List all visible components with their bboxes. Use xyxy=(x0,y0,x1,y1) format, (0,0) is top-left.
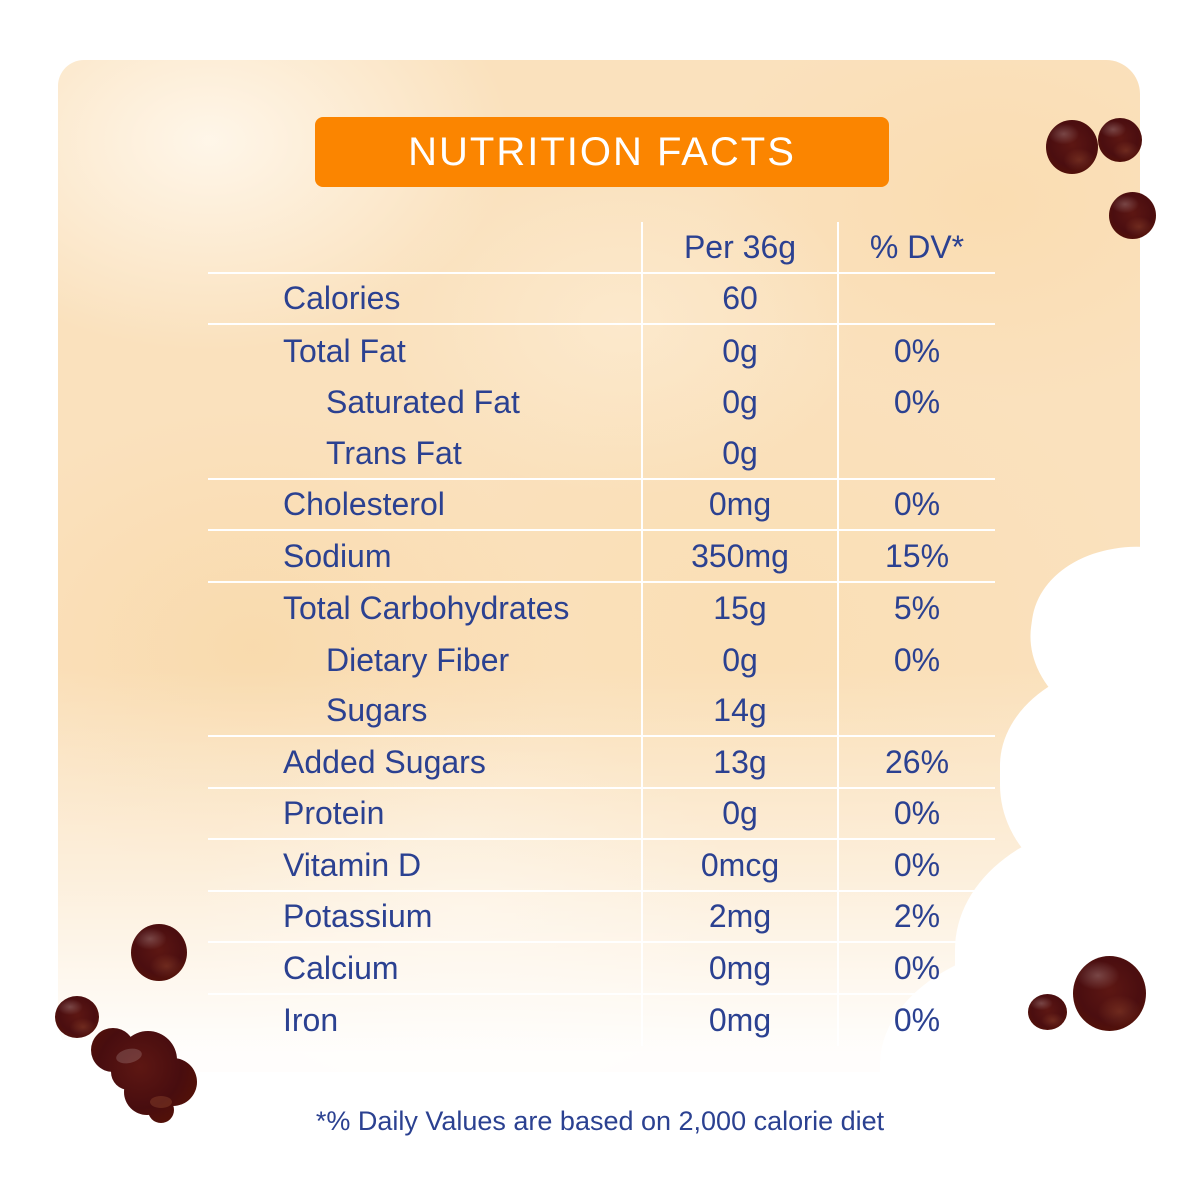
table-row: Calcium 0mg 0% xyxy=(208,943,995,995)
nutrient-dv: 0% xyxy=(837,376,995,428)
wash-carve xyxy=(880,940,1200,1180)
table-row: Total Carbohydrates 15g 5% xyxy=(208,582,995,634)
nutrient-dv: 2% xyxy=(837,891,995,941)
nutrient-amount: 0g xyxy=(641,634,837,686)
nutrient-dv: 0% xyxy=(837,840,995,890)
nutrient-dv: 0% xyxy=(837,994,995,1046)
watercolor-wash xyxy=(58,60,1140,1072)
nutrient-label: Sodium xyxy=(283,537,392,574)
nutrient-dv: 0% xyxy=(837,788,995,838)
nutrient-label: Calories xyxy=(283,280,401,317)
column-header-dv: % DV* xyxy=(837,222,995,272)
table-row: Calories 60 xyxy=(208,273,995,325)
column-header-amount: Per 36g xyxy=(641,222,837,272)
footnote: *% Daily Values are based on 2,000 calor… xyxy=(315,1106,885,1136)
sauce-drop xyxy=(55,996,99,1038)
nutrient-label: Potassium xyxy=(283,898,433,935)
nutrition-table: Per 36g % DV* Calories 60 Total Fat 0g 0… xyxy=(208,222,995,1046)
nutrient-amount: 0mcg xyxy=(641,840,837,890)
nutrient-dv: 0% xyxy=(837,479,995,529)
nutrient-label: Total Carbohydrates xyxy=(283,590,570,627)
nutrient-amount: 350mg xyxy=(641,531,837,581)
table-row: Iron 0mg 0% xyxy=(208,994,995,1046)
table-header-row: Per 36g % DV* xyxy=(208,222,995,274)
nutrient-label: Saturated Fat xyxy=(326,384,520,421)
table-row: Sodium 350mg 15% xyxy=(208,531,995,583)
sauce-splatter xyxy=(91,1028,197,1123)
nutrient-amount: 2mg xyxy=(641,891,837,941)
nutrient-amount: 0g xyxy=(641,376,837,428)
nutrient-label: Cholesterol xyxy=(283,486,445,523)
nutrient-label: Sugars xyxy=(326,692,428,729)
table-body: Calories 60 Total Fat 0g 0% Saturated Fa… xyxy=(208,273,995,1046)
nutrient-dv: 0% xyxy=(837,325,995,377)
sauce-drop xyxy=(1073,956,1146,1031)
nutrient-dv: 5% xyxy=(837,582,995,634)
sauce-drop xyxy=(1028,994,1067,1030)
table-row: Vitamin D 0mcg 0% xyxy=(208,840,995,892)
nutrient-dv: 26% xyxy=(837,737,995,787)
title-banner: NUTRITION FACTS xyxy=(315,117,889,187)
nutrient-dv: 0% xyxy=(837,943,995,993)
nutrient-dv xyxy=(837,273,995,323)
table-row: Protein 0g 0% xyxy=(208,788,995,840)
sauce-drop xyxy=(1046,120,1098,174)
nutrient-label: Calcium xyxy=(283,949,399,986)
nutrient-dv: 15% xyxy=(837,531,995,581)
nutrient-amount: 13g xyxy=(641,737,837,787)
sauce-drop xyxy=(1109,192,1156,239)
nutrient-dv xyxy=(837,428,995,478)
nutrient-label: Added Sugars xyxy=(283,743,486,780)
nutrient-label: Trans Fat xyxy=(326,434,462,471)
nutrient-label: Total Fat xyxy=(283,332,406,369)
nutrient-label: Protein xyxy=(283,795,385,832)
table-row: Cholesterol 0mg 0% xyxy=(208,479,995,531)
table-row: Saturated Fat 0g 0% xyxy=(208,376,995,428)
nutrient-amount: 60 xyxy=(641,273,837,323)
nutrient-amount: 0mg xyxy=(641,479,837,529)
nutrient-amount: 0g xyxy=(641,325,837,377)
nutrient-label: Dietary Fiber xyxy=(326,641,510,678)
table-row: Added Sugars 13g 26% xyxy=(208,737,995,789)
nutrient-amount: 0g xyxy=(641,428,837,478)
table-row: Sugars 14g xyxy=(208,685,995,737)
nutrient-dv: 0% xyxy=(837,634,995,686)
nutrient-amount: 0mg xyxy=(641,943,837,993)
nutrient-label: Vitamin D xyxy=(283,846,422,883)
table-row: Total Fat 0g 0% xyxy=(208,325,995,377)
sauce-drop xyxy=(131,924,187,981)
table-row: Dietary Fiber 0g 0% xyxy=(208,634,995,686)
nutrient-amount: 14g xyxy=(641,685,837,735)
table-row: Potassium 2mg 2% xyxy=(208,891,995,943)
nutrient-dv xyxy=(837,685,995,735)
table-row: Trans Fat 0g xyxy=(208,428,995,480)
sauce-drop xyxy=(1098,118,1142,162)
nutrient-amount: 0g xyxy=(641,788,837,838)
page-title: NUTRITION FACTS xyxy=(408,129,796,174)
nutrient-amount: 0mg xyxy=(641,994,837,1046)
nutrient-amount: 15g xyxy=(641,582,837,634)
nutrient-label: Iron xyxy=(283,1002,339,1039)
